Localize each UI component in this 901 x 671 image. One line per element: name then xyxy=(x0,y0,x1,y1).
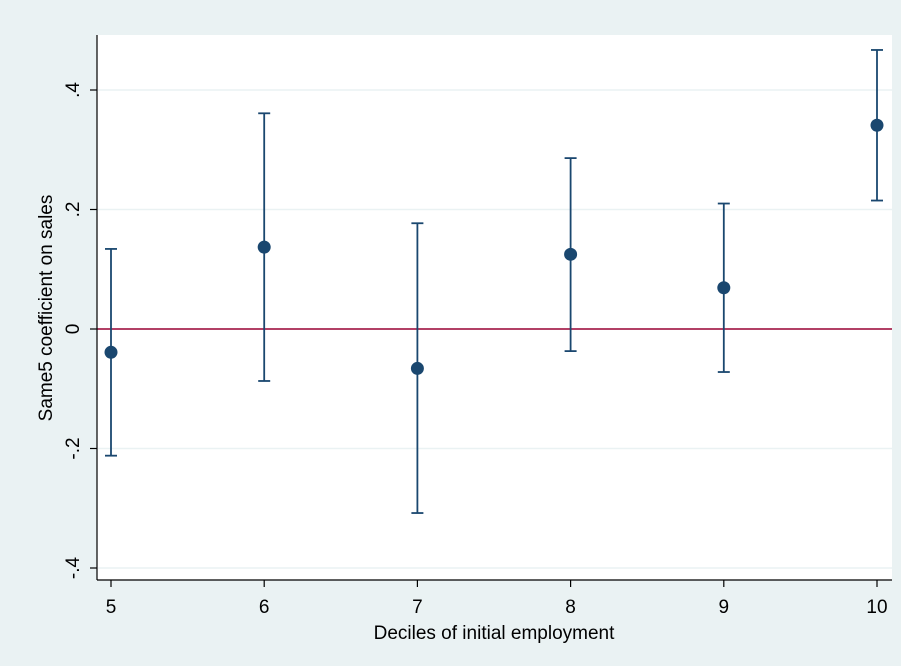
point-estimate-8 xyxy=(564,247,578,261)
x-axis-title: Deciles of initial employment xyxy=(374,623,615,644)
axes: -.4 -.2 0 .2 .4 5 6 7 8 9 10 xyxy=(63,35,892,618)
x-tick-label: 10 xyxy=(866,597,887,618)
gridlines xyxy=(98,89,892,569)
x-tick-label: 9 xyxy=(719,597,730,618)
point-estimate-6 xyxy=(257,240,271,254)
point-estimate-7 xyxy=(410,361,424,375)
plot-area xyxy=(97,35,892,580)
y-tick-label: .4 xyxy=(63,82,84,98)
y-tick-label: 0 xyxy=(63,324,84,335)
x-tick-label: 7 xyxy=(412,597,423,618)
y-tick-label: -.4 xyxy=(63,556,84,579)
point-estimate-5 xyxy=(104,345,118,359)
y-tick-label: .2 xyxy=(63,202,84,218)
y-tick-label: -.2 xyxy=(63,437,84,459)
y-axis-title: Same5 coefficient on sales xyxy=(36,195,57,422)
x-tick-label: 5 xyxy=(106,597,117,618)
x-tick-label: 8 xyxy=(565,597,576,618)
axis-titles: Deciles of initial employment Same5 coef… xyxy=(36,195,615,644)
x-tick-label: 6 xyxy=(259,597,270,618)
point-estimate-9 xyxy=(717,281,731,295)
point-estimates xyxy=(104,118,884,375)
point-estimate-10 xyxy=(870,118,884,132)
